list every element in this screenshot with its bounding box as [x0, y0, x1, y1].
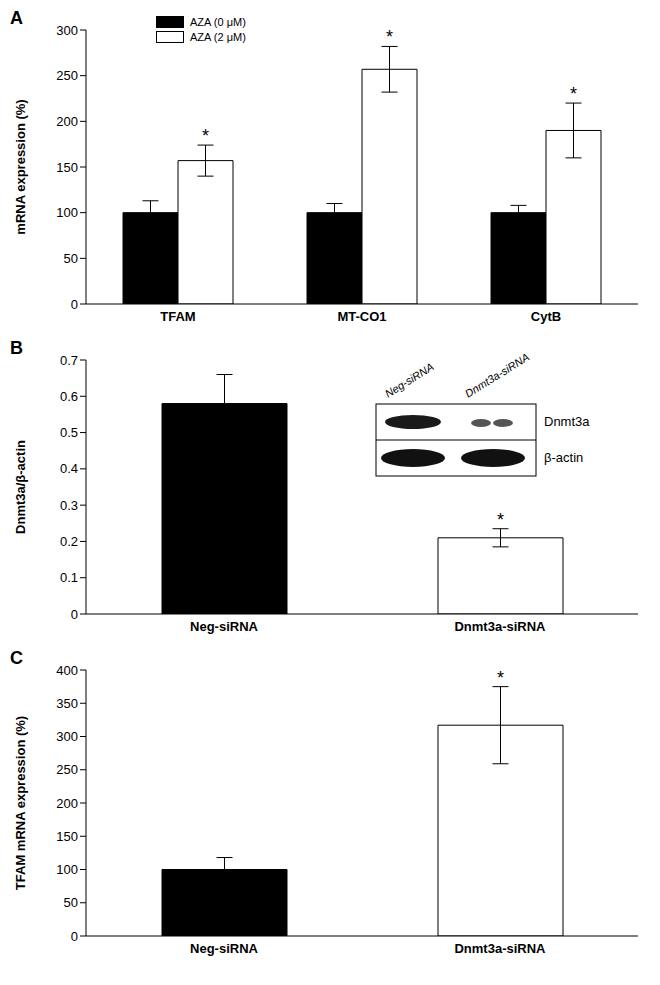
svg-text:*: *	[386, 27, 393, 47]
svg-text:250: 250	[56, 762, 78, 777]
html-text:C: C	[10, 648, 23, 668]
svg-text:0.1: 0.1	[60, 570, 78, 585]
svg-text:*: *	[497, 668, 504, 688]
svg-text:Neg-siRNA: Neg-siRNA	[383, 360, 436, 399]
svg-text:0.6: 0.6	[60, 389, 78, 404]
svg-text:0.5: 0.5	[60, 425, 78, 440]
svg-text:Dnmt3a/β-actin: Dnmt3a/β-actin	[13, 440, 28, 534]
svg-text:250: 250	[56, 68, 78, 83]
svg-text:350: 350	[56, 696, 78, 711]
svg-text:150: 150	[56, 160, 78, 175]
svg-text:150: 150	[56, 829, 78, 844]
svg-text:Dnmt3a: Dnmt3a	[544, 414, 590, 429]
svg-text:Dnmt3a-siRNA: Dnmt3a-siRNA	[463, 351, 532, 400]
svg-text:MT-CO1: MT-CO1	[337, 309, 386, 324]
svg-text:*: *	[497, 510, 504, 530]
svg-text:*: *	[570, 84, 577, 104]
html-text:A: A	[10, 8, 23, 28]
svg-text:Neg-siRNA: Neg-siRNA	[190, 619, 259, 634]
svg-text:50: 50	[64, 251, 78, 266]
svg-text:Neg-siRNA: Neg-siRNA	[190, 941, 259, 956]
svg-text:100: 100	[56, 205, 78, 220]
svg-text:TFAM mRNA expression (%): TFAM mRNA expression (%)	[13, 716, 28, 890]
svg-text:mRNA expression (%): mRNA expression (%)	[13, 99, 28, 234]
svg-text:0: 0	[71, 607, 78, 622]
svg-text:0.7: 0.7	[60, 353, 78, 368]
svg-text:300: 300	[56, 729, 78, 744]
html-text:AZA (2 μM): AZA (2 μM)	[190, 31, 246, 43]
svg-text:300: 300	[56, 23, 78, 38]
svg-text:400: 400	[56, 663, 78, 678]
html-text:B: B	[10, 338, 23, 358]
html-text:AZA (0 μM): AZA (0 μM)	[190, 16, 246, 28]
svg-text:0: 0	[71, 929, 78, 944]
svg-text:CytB: CytB	[531, 309, 561, 324]
svg-text:Dnmt3a-siRNA: Dnmt3a-siRNA	[454, 619, 546, 634]
svg-text:0.3: 0.3	[60, 498, 78, 513]
svg-text:50: 50	[64, 895, 78, 910]
svg-text:0.2: 0.2	[60, 534, 78, 549]
svg-text:0.4: 0.4	[60, 461, 78, 476]
svg-text:100: 100	[56, 862, 78, 877]
svg-text:Dnmt3a-siRNA: Dnmt3a-siRNA	[454, 941, 546, 956]
svg-text:*: *	[202, 126, 209, 146]
svg-text:0: 0	[71, 297, 78, 312]
svg-text:β-actin: β-actin	[544, 450, 583, 465]
svg-text:TFAM: TFAM	[160, 309, 195, 324]
svg-text:200: 200	[56, 796, 78, 811]
svg-text:200: 200	[56, 114, 78, 129]
